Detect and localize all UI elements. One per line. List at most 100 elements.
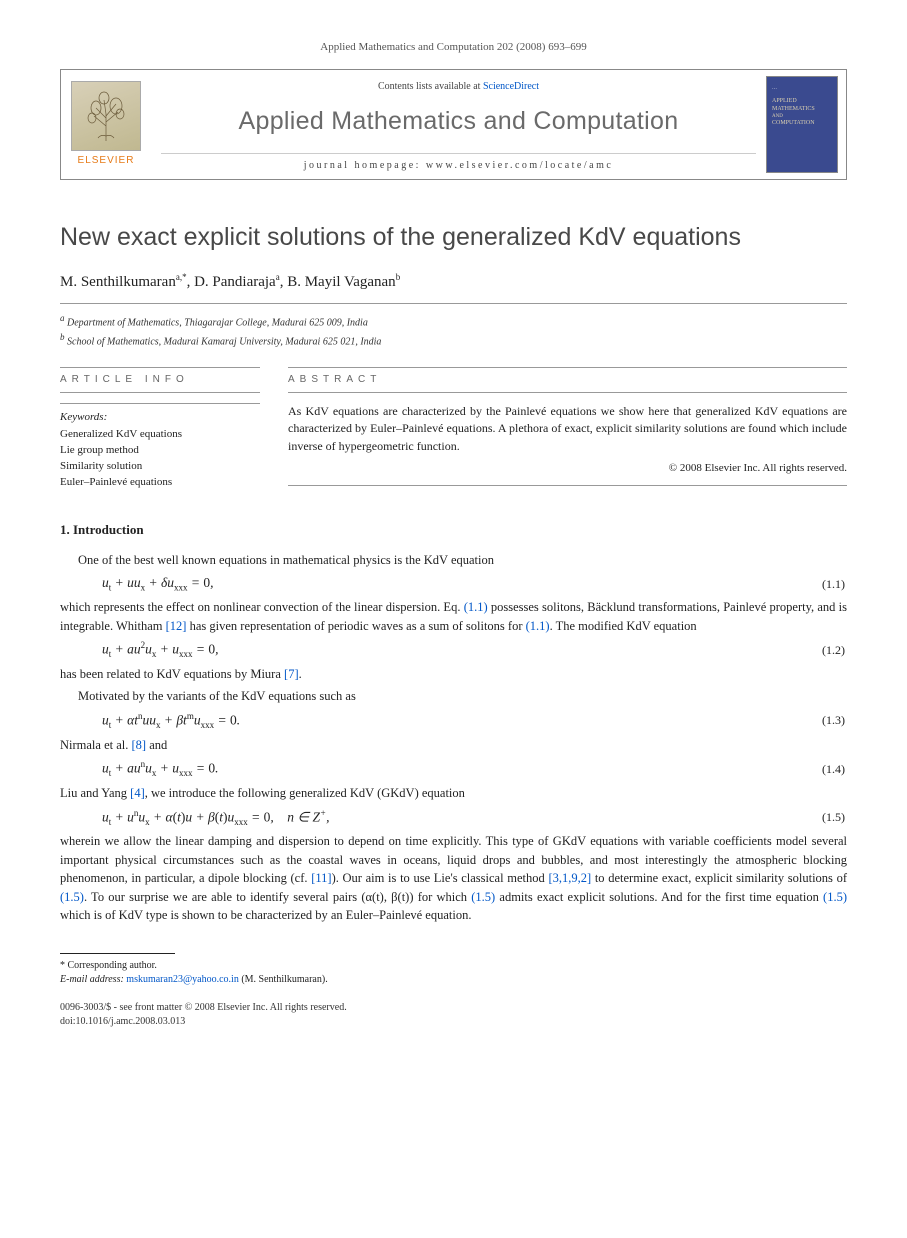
author-2-aff: a — [276, 272, 280, 282]
author-2: D. Pandiaraja — [194, 274, 276, 290]
p2a: which represents the effect on nonlinear… — [60, 600, 464, 614]
intro-p4: Motivated by the variants of the KdV equ… — [60, 687, 847, 706]
author-1-aff: a,* — [176, 272, 187, 282]
intro-p1: One of the best well known equations in … — [60, 551, 847, 570]
p7f: which is of KdV type is shown to be char… — [60, 908, 471, 922]
intro-p1-text: One of the best well known equations in … — [78, 553, 494, 567]
eq-1-4-num: (1.4) — [822, 761, 847, 778]
journal-title: Applied Mathematics and Computation — [161, 104, 756, 139]
top-citation: Applied Mathematics and Computation 202 … — [60, 40, 847, 55]
equation-1-2: ut + au2ux + uxxx = 0, (1.2) — [60, 639, 847, 661]
article-title: New exact explicit solutions of the gene… — [60, 220, 847, 255]
equation-1-3: ut + αtnuux + βtmuxxx = 0. (1.3) — [60, 710, 847, 732]
author-email-link[interactable]: mskumaran23@yahoo.co.in — [126, 974, 239, 985]
elsevier-label: ELSEVIER — [78, 154, 135, 168]
p7e: admits exact explicit solutions. And for… — [495, 890, 823, 904]
intro-p6: Liu and Yang [4], we introduce the follo… — [60, 784, 847, 803]
equation-1-1: ut + uux + δuxxx = 0, (1.1) — [60, 574, 847, 594]
ref-12[interactable]: [12] — [166, 619, 187, 633]
doi-line: doi:10.1016/j.amc.2008.03.013 — [60, 1015, 847, 1029]
ref-4[interactable]: [4] — [130, 786, 145, 800]
footer-copyright: 0096-3003/$ - see front matter © 2008 El… — [60, 1001, 847, 1029]
p6b: , we introduce the following generalized… — [145, 786, 465, 800]
affiliation-b: School of Mathematics, Madurai Kamaraj U… — [67, 336, 381, 347]
p2c: has given representation of periodic wav… — [186, 619, 525, 633]
eq-1-2-math: ut + au2ux + uxxx = 0, — [60, 639, 822, 661]
homepage-url: www.elsevier.com/locate/amc — [426, 160, 613, 171]
keywords-label: Keywords: — [60, 410, 260, 425]
eq-1-4-math: ut + aunux + uxxx = 0. — [60, 758, 822, 780]
footnote-block: * Corresponding author. E-mail address: … — [60, 959, 847, 987]
cover-line1: APPLIED — [772, 98, 815, 106]
author-3: B. Mayil Vaganan — [287, 274, 395, 290]
front-matter-line: 0096-3003/$ - see front matter © 2008 El… — [60, 1001, 847, 1015]
equation-1-5: ut + unux + α(t)u + β(t)uxxx = 0, n ∈ Z+… — [60, 807, 847, 829]
ref-3192[interactable]: [3,1,9,2] — [548, 871, 591, 885]
author-3-aff: b — [396, 272, 401, 282]
journal-header: ELSEVIER Contents lists available at Sci… — [60, 69, 847, 180]
eq-1-3-math: ut + αtnuux + βtmuxxx = 0. — [60, 710, 822, 732]
cover-line4: COMPUTATION — [772, 120, 815, 128]
p2d: . The modified KdV equation — [550, 619, 697, 633]
abstract-copyright: © 2008 Elsevier Inc. All rights reserved… — [288, 461, 847, 476]
ref-11[interactable]: [11] — [311, 871, 331, 885]
eq-1-5-math: ut + unux + α(t)u + β(t)uxxx = 0, n ∈ Z+… — [60, 807, 822, 829]
keyword-item: Euler–Painlevé equations — [60, 475, 260, 491]
ref-eq-1-5a[interactable]: (1.5) — [60, 890, 84, 904]
journal-cover-thumbnail: … APPLIED MATHEMATICS AND COMPUTATION — [766, 76, 838, 173]
affiliation-a: Department of Mathematics, Thiagarajar C… — [67, 318, 368, 329]
keywords-list: Generalized KdV equations Lie group meth… — [60, 427, 260, 491]
abstract-text: As KdV equations are characterized by th… — [288, 403, 847, 455]
eq-1-5-num: (1.5) — [822, 809, 847, 826]
p5a: Nirmala et al. — [60, 738, 132, 752]
abstract-column: ABSTRACT As KdV equations are characteri… — [288, 367, 847, 491]
intro-p5: Nirmala et al. [8] and — [60, 736, 847, 755]
email-suffix: (M. Senthilkumaran). — [239, 974, 328, 985]
p5b: and — [146, 738, 167, 752]
section-1-heading: 1. Introduction — [60, 521, 847, 539]
ref-eq-1-1[interactable]: (1.1) — [464, 600, 488, 614]
keyword-item: Similarity solution — [60, 459, 260, 475]
intro-p7: wherein we allow the linear damping and … — [60, 832, 847, 925]
eq-1-1-num: (1.1) — [822, 576, 847, 593]
eq-1-1-math: ut + uux + δuxxx = 0, — [60, 574, 822, 594]
p4-text: Motivated by the variants of the KdV equ… — [78, 689, 356, 703]
sciencedirect-link[interactable]: ScienceDirect — [483, 81, 539, 92]
equation-1-4: ut + aunux + uxxx = 0. (1.4) — [60, 758, 847, 780]
corresponding-author: * Corresponding author. — [60, 959, 847, 973]
p7d: . To our surprise we are able to identif… — [84, 890, 471, 904]
eq-1-2-num: (1.2) — [822, 642, 847, 659]
footnote-separator — [60, 953, 175, 954]
p7c: to determine exact, explicit similarity … — [591, 871, 847, 885]
ref-7[interactable]: [7] — [284, 667, 299, 681]
p3b: . — [299, 667, 302, 681]
keyword-item: Lie group method — [60, 443, 260, 459]
homepage-prefix: journal homepage: — [304, 160, 426, 171]
keyword-item: Generalized KdV equations — [60, 427, 260, 443]
abstract-header: ABSTRACT — [288, 367, 847, 393]
cover-small-text: … — [772, 85, 777, 92]
affiliations: a Department of Mathematics, Thiagarajar… — [60, 312, 847, 349]
article-info-header: ARTICLE INFO — [60, 367, 260, 393]
cover-line2: MATHEMATICS — [772, 106, 815, 114]
ref-eq-1-1b[interactable]: (1.1) — [526, 619, 550, 633]
email-label: E-mail address: — [60, 974, 124, 985]
ref-8[interactable]: [8] — [132, 738, 147, 752]
p6a: Liu and Yang — [60, 786, 130, 800]
ref-eq-1-5b[interactable]: (1.5) — [471, 890, 495, 904]
elsevier-tree-icon — [71, 81, 141, 151]
header-center: Contents lists available at ScienceDirec… — [151, 70, 766, 179]
article-info-column: ARTICLE INFO Keywords: Generalized KdV e… — [60, 367, 260, 491]
contents-prefix: Contents lists available at — [378, 81, 483, 92]
ref-eq-1-5c[interactable]: (1.5) — [823, 890, 847, 904]
author-list: M. Senthilkumarana,*, D. Pandiarajaa, B.… — [60, 271, 847, 304]
elsevier-logo: ELSEVIER — [61, 70, 151, 179]
intro-p3: has been related to KdV equations by Miu… — [60, 665, 847, 684]
contents-available: Contents lists available at ScienceDirec… — [161, 80, 756, 94]
journal-homepage: journal homepage: www.elsevier.com/locat… — [161, 153, 756, 173]
intro-p2: which represents the effect on nonlinear… — [60, 598, 847, 635]
p7b: ). Our aim is to use Lie's classical met… — [332, 871, 549, 885]
eq-1-3-num: (1.3) — [822, 712, 847, 729]
author-1: M. Senthilkumaran — [60, 274, 176, 290]
p3a: has been related to KdV equations by Miu… — [60, 667, 284, 681]
